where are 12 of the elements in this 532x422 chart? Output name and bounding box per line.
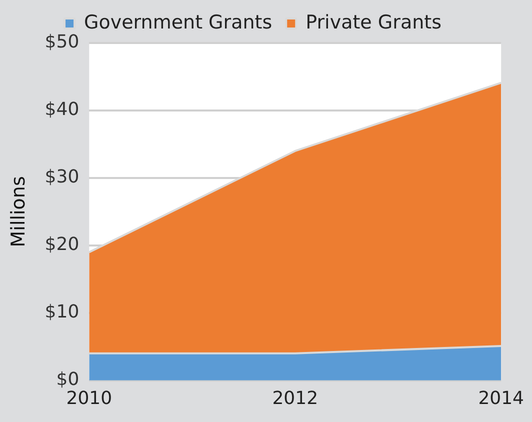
y-tick-label: $20: [44, 234, 80, 256]
y-tick-label: $10: [44, 302, 80, 323]
y-axis-title: Millions: [7, 176, 30, 248]
y-tick-label: $50: [44, 32, 80, 53]
x-tick-label: 2010: [66, 388, 112, 409]
legend-label: Government Grants: [84, 11, 272, 34]
x-tick-label: 2012: [272, 388, 318, 409]
y-tick-label: $40: [44, 99, 80, 120]
y-tick-label: $0: [56, 369, 80, 390]
x-tick-label: 2014: [478, 388, 524, 409]
legend-label: Private Grants: [306, 11, 442, 34]
y-tick-label: $30: [44, 166, 80, 188]
